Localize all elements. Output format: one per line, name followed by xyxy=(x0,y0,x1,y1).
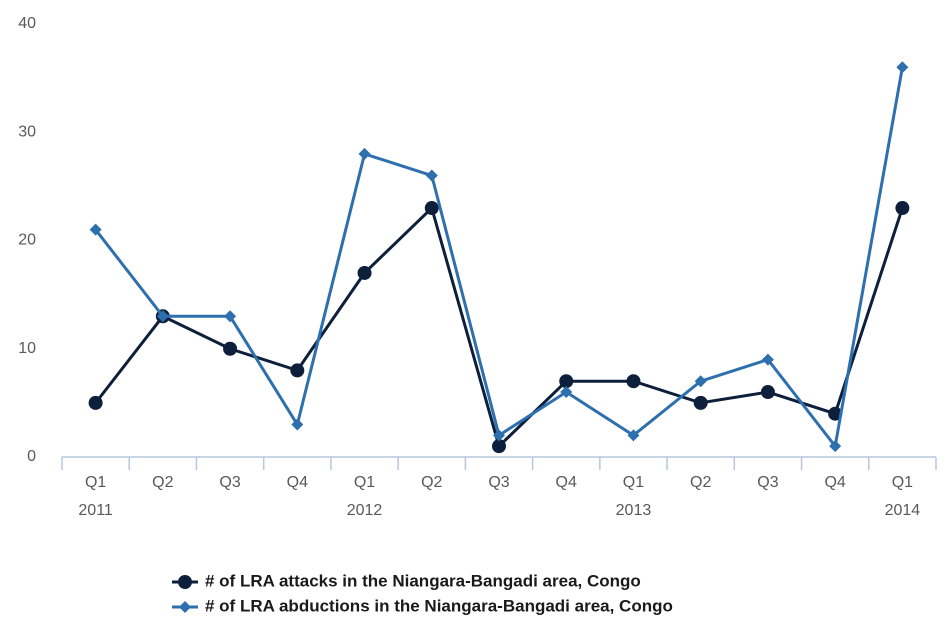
y-tick-label: 10 xyxy=(18,340,36,357)
y-tick-label: 40 xyxy=(18,15,36,32)
data-point xyxy=(829,440,842,453)
x-tick-label: Q1 xyxy=(892,474,913,491)
x-tick-label: Q1 xyxy=(85,474,106,491)
x-tick-label: Q3 xyxy=(219,474,240,491)
y-tick-label: 30 xyxy=(18,123,36,140)
legend-label: # of LRA abductions in the Niangara-Bang… xyxy=(205,596,673,615)
x-group-label: 2014 xyxy=(885,502,921,519)
data-point xyxy=(424,201,439,216)
x-group-label: 2013 xyxy=(616,502,652,519)
data-point xyxy=(693,395,708,410)
data-point xyxy=(895,201,910,216)
data-point xyxy=(224,310,237,323)
data-point xyxy=(223,341,238,356)
data-point xyxy=(425,169,438,182)
data-point xyxy=(89,223,102,236)
data-point xyxy=(290,363,305,378)
data-point xyxy=(828,406,843,421)
x-tick-label: Q3 xyxy=(757,474,778,491)
data-point xyxy=(358,147,371,160)
data-point xyxy=(88,395,103,410)
x-group-label: 2011 xyxy=(78,502,113,519)
data-point xyxy=(493,429,505,442)
x-tick-label: Q2 xyxy=(421,474,442,491)
data-point xyxy=(559,374,574,389)
data-point xyxy=(694,375,707,388)
x-group-label: 2012 xyxy=(347,502,383,519)
data-point xyxy=(896,61,909,74)
series-line xyxy=(94,205,904,449)
data-point xyxy=(156,310,169,323)
data-point xyxy=(761,353,774,366)
x-tick-label: Q4 xyxy=(287,474,308,491)
data-point xyxy=(357,265,372,280)
data-point xyxy=(492,439,506,454)
legend-label: # of LRA attacks in the Niangara-Bangadi… xyxy=(205,571,641,590)
legend-marker xyxy=(179,601,191,613)
data-point xyxy=(291,418,304,431)
legend-marker xyxy=(178,575,192,589)
data-point xyxy=(627,429,640,442)
x-tick-label: Q3 xyxy=(488,474,509,491)
data-point xyxy=(760,385,775,400)
x-tick-label: Q4 xyxy=(556,474,577,491)
y-tick-label: 20 xyxy=(18,232,36,249)
x-tick-label: Q4 xyxy=(824,474,845,491)
x-tick-label: Q2 xyxy=(690,474,711,491)
data-point xyxy=(560,386,573,399)
x-tick-label: Q1 xyxy=(354,474,375,491)
data-point xyxy=(626,374,641,389)
y-tick-label: 0 xyxy=(27,448,36,465)
x-tick-label: Q2 xyxy=(152,474,173,491)
series-line xyxy=(94,67,904,450)
x-tick-label: Q1 xyxy=(623,474,644,491)
